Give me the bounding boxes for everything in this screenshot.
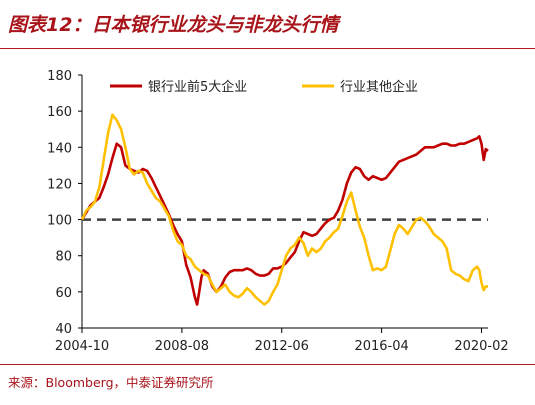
y-tick-label: 180 xyxy=(47,69,72,84)
y-tick-label: 80 xyxy=(55,250,72,265)
series-line-top5-banks xyxy=(80,135,489,306)
figure-title: 图表12：日本银行业龙头与非龙头行情 xyxy=(8,14,339,36)
x-tick-label: 2004-10 xyxy=(55,339,109,354)
line-chart: 40 60 80 100 120 140 160 180 2004-10 2008-08 2012-… xyxy=(47,69,508,354)
y-tick-label: 60 xyxy=(55,286,72,301)
legend-label: 行业其他企业 xyxy=(340,79,418,95)
footer-divider xyxy=(0,364,535,365)
x-tick-label: 2016-04 xyxy=(354,339,408,354)
legend: 银行业前5大企业 行业其他企业 xyxy=(110,79,418,95)
x-tick-label: 2012-06 xyxy=(255,339,309,354)
y-tick-label: 140 xyxy=(47,141,72,156)
series-layer xyxy=(80,113,489,306)
y-tick-label: 120 xyxy=(47,177,72,192)
source-note: 来源：Bloomberg，中泰证券研究所 xyxy=(8,375,214,390)
axes-layer: 40 60 80 100 120 140 160 180 2004-10 2008-08 2012-… xyxy=(47,69,508,354)
y-tick-label: 40 xyxy=(55,322,72,337)
legend-label: 银行业前5大企业 xyxy=(148,79,247,95)
x-tick-label: 2020-02 xyxy=(454,339,508,354)
x-tick-label: 2008-08 xyxy=(155,339,209,354)
y-tick-label: 100 xyxy=(47,214,72,229)
y-tick-label: 160 xyxy=(47,105,72,120)
series-line-other-banks xyxy=(80,113,488,306)
title-divider xyxy=(0,48,535,49)
